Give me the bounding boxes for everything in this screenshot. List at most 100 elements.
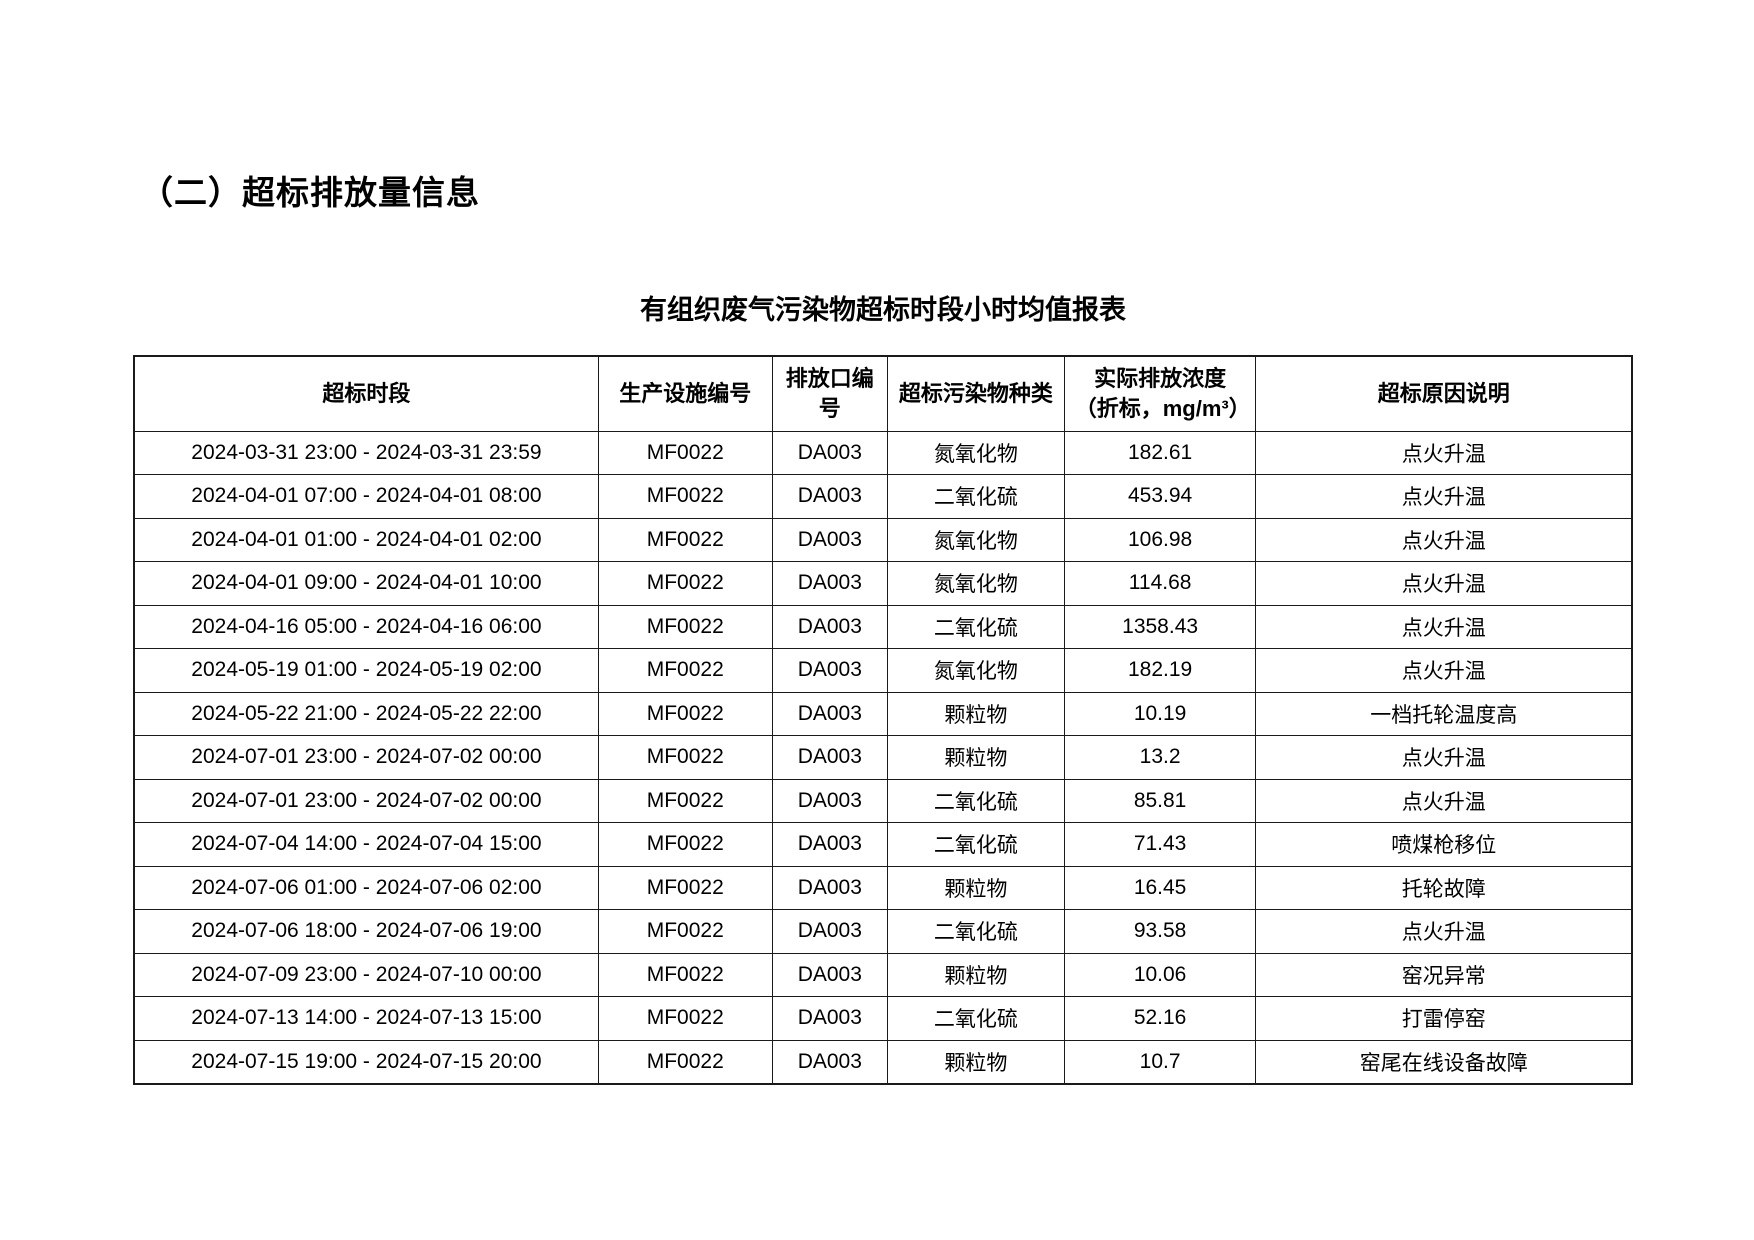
cell-concentration: 71.43: [1063, 822, 1257, 867]
cell-outlet-id: DA003: [771, 517, 888, 562]
cell-exceedance-period: 2024-07-01 23:00 - 2024-07-02 00:00: [133, 735, 599, 780]
cell-concentration: 85.81: [1063, 778, 1257, 823]
cell-concentration: 114.68: [1063, 561, 1257, 606]
emissions-exceedance-table: 超标时段 生产设施编号 排放口编号 超标污染物种类 实际排放浓度（折标，mg/m³） 超标…: [133, 355, 1633, 1085]
table-row: 2024-07-15 19:00 - 2024-07-15 20:00 MF00…: [133, 1039, 1633, 1084]
cell-facility-id: MF0022: [597, 952, 773, 997]
table-row: 2024-05-19 01:00 - 2024-05-19 02:00 MF00…: [133, 648, 1633, 693]
cell-pollutant-type: 颗粒物: [886, 952, 1065, 997]
cell-facility-id: MF0022: [597, 648, 773, 693]
cell-concentration: 182.19: [1063, 648, 1257, 693]
cell-exceedance-period: 2024-07-09 23:00 - 2024-07-10 00:00: [133, 952, 599, 997]
cell-concentration: 10.06: [1063, 952, 1257, 997]
cell-outlet-id: DA003: [771, 1039, 888, 1084]
cell-pollutant-type: 颗粒物: [886, 735, 1065, 780]
cell-reason: 点火升温: [1255, 778, 1633, 823]
cell-concentration: 10.19: [1063, 691, 1257, 736]
table-row: 2024-07-09 23:00 - 2024-07-10 00:00 MF00…: [133, 952, 1633, 997]
cell-outlet-id: DA003: [771, 474, 888, 519]
cell-outlet-id: DA003: [771, 865, 888, 910]
cell-facility-id: MF0022: [597, 735, 773, 780]
table-header: 超标时段 生产设施编号 排放口编号 超标污染物种类 实际排放浓度（折标，mg/m³） 超标…: [133, 355, 1633, 432]
table-row: 2024-07-06 01:00 - 2024-07-06 02:00 MF00…: [133, 865, 1633, 910]
section-heading: （二）超标排放量信息: [140, 174, 480, 211]
table-row: 2024-07-04 14:00 - 2024-07-04 15:00 MF00…: [133, 822, 1633, 867]
table-row: 2024-07-01 23:00 - 2024-07-02 00:00 MF00…: [133, 778, 1633, 823]
cell-outlet-id: DA003: [771, 952, 888, 997]
cell-outlet-id: DA003: [771, 778, 888, 823]
cell-exceedance-period: 2024-04-16 05:00 - 2024-04-16 06:00: [133, 604, 599, 649]
cell-pollutant-type: 二氧化硫: [886, 474, 1065, 519]
table-body: 2024-03-31 23:00 - 2024-03-31 23:59 MF00…: [133, 430, 1633, 1084]
cell-pollutant-type: 氮氧化物: [886, 648, 1065, 693]
cell-concentration: 106.98: [1063, 517, 1257, 562]
cell-pollutant-type: 二氧化硫: [886, 909, 1065, 954]
cell-reason: 点火升温: [1255, 909, 1633, 954]
cell-pollutant-type: 二氧化硫: [886, 778, 1065, 823]
cell-concentration: 13.2: [1063, 735, 1257, 780]
cell-exceedance-period: 2024-04-01 07:00 - 2024-04-01 08:00: [133, 474, 599, 519]
table-row: 2024-03-31 23:00 - 2024-03-31 23:59 MF00…: [133, 430, 1633, 475]
cell-facility-id: MF0022: [597, 865, 773, 910]
table-header-row: 超标时段 生产设施编号 排放口编号 超标污染物种类 实际排放浓度（折标，mg/m³） 超标…: [133, 355, 1633, 432]
cell-reason: 点火升温: [1255, 430, 1633, 475]
cell-exceedance-period: 2024-05-22 21:00 - 2024-05-22 22:00: [133, 691, 599, 736]
cell-outlet-id: DA003: [771, 561, 888, 606]
cell-outlet-id: DA003: [771, 691, 888, 736]
column-header-2: 排放口编号: [771, 355, 888, 432]
cell-exceedance-period: 2024-03-31 23:00 - 2024-03-31 23:59: [133, 430, 599, 475]
cell-exceedance-period: 2024-07-13 14:00 - 2024-07-13 15:00: [133, 996, 599, 1041]
column-header-0: 超标时段: [133, 355, 599, 432]
cell-reason: 点火升温: [1255, 561, 1633, 606]
cell-facility-id: MF0022: [597, 561, 773, 606]
cell-pollutant-type: 颗粒物: [886, 1039, 1065, 1084]
table-row: 2024-04-16 05:00 - 2024-04-16 06:00 MF00…: [133, 604, 1633, 649]
cell-reason: 点火升温: [1255, 517, 1633, 562]
table-row: 2024-04-01 07:00 - 2024-04-01 08:00 MF00…: [133, 474, 1633, 519]
table-row: 2024-07-13 14:00 - 2024-07-13 15:00 MF00…: [133, 996, 1633, 1041]
cell-pollutant-type: 二氧化硫: [886, 604, 1065, 649]
column-header-5: 超标原因说明: [1255, 355, 1633, 432]
cell-exceedance-period: 2024-04-01 09:00 - 2024-04-01 10:00: [133, 561, 599, 606]
cell-facility-id: MF0022: [597, 517, 773, 562]
cell-exceedance-period: 2024-07-15 19:00 - 2024-07-15 20:00: [133, 1039, 599, 1084]
table-title: 有组织废气污染物超标时段小时均值报表: [640, 295, 1126, 325]
table-row: 2024-07-06 18:00 - 2024-07-06 19:00 MF00…: [133, 909, 1633, 954]
cell-exceedance-period: 2024-07-06 01:00 - 2024-07-06 02:00: [133, 865, 599, 910]
cell-reason: 打雷停窑: [1255, 996, 1633, 1041]
cell-reason: 点火升温: [1255, 735, 1633, 780]
cell-concentration: 10.7: [1063, 1039, 1257, 1084]
cell-exceedance-period: 2024-04-01 01:00 - 2024-04-01 02:00: [133, 517, 599, 562]
cell-exceedance-period: 2024-07-01 23:00 - 2024-07-02 00:00: [133, 778, 599, 823]
cell-facility-id: MF0022: [597, 909, 773, 954]
table-row: 2024-04-01 09:00 - 2024-04-01 10:00 MF00…: [133, 561, 1633, 606]
cell-facility-id: MF0022: [597, 996, 773, 1041]
column-header-4: 实际排放浓度（折标，mg/m³）: [1063, 355, 1257, 432]
cell-outlet-id: DA003: [771, 909, 888, 954]
cell-outlet-id: DA003: [771, 430, 888, 475]
cell-outlet-id: DA003: [771, 996, 888, 1041]
cell-facility-id: MF0022: [597, 430, 773, 475]
cell-exceedance-period: 2024-07-06 18:00 - 2024-07-06 19:00: [133, 909, 599, 954]
table-row: 2024-05-22 21:00 - 2024-05-22 22:00 MF00…: [133, 691, 1633, 736]
cell-reason: 一档托轮温度高: [1255, 691, 1633, 736]
cell-reason: 点火升温: [1255, 474, 1633, 519]
cell-facility-id: MF0022: [597, 604, 773, 649]
cell-facility-id: MF0022: [597, 474, 773, 519]
cell-facility-id: MF0022: [597, 1039, 773, 1084]
cell-pollutant-type: 二氧化硫: [886, 822, 1065, 867]
column-header-1: 生产设施编号: [597, 355, 773, 432]
cell-reason: 托轮故障: [1255, 865, 1633, 910]
cell-reason: 喷煤枪移位: [1255, 822, 1633, 867]
cell-reason: 点火升温: [1255, 648, 1633, 693]
cell-pollutant-type: 氮氧化物: [886, 517, 1065, 562]
cell-concentration: 93.58: [1063, 909, 1257, 954]
cell-outlet-id: DA003: [771, 604, 888, 649]
cell-reason: 窑况异常: [1255, 952, 1633, 997]
cell-concentration: 1358.43: [1063, 604, 1257, 649]
cell-pollutant-type: 颗粒物: [886, 865, 1065, 910]
cell-facility-id: MF0022: [597, 822, 773, 867]
table-row: 2024-07-01 23:00 - 2024-07-02 00:00 MF00…: [133, 735, 1633, 780]
cell-outlet-id: DA003: [771, 648, 888, 693]
